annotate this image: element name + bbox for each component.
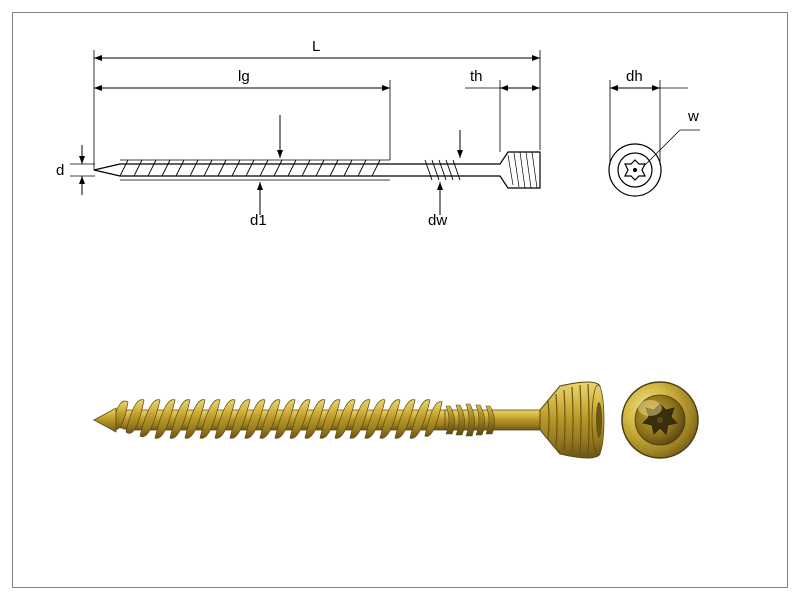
label-d: d [56, 162, 64, 179]
label-dw: dw [428, 212, 447, 229]
label-w: w [688, 108, 699, 125]
photo-screw-head-top [615, 370, 715, 470]
label-L: L [312, 38, 320, 55]
label-d1: d1 [250, 212, 267, 229]
label-lg: lg [238, 68, 250, 85]
label-th: th [470, 68, 483, 85]
technical-drawing [0, 0, 800, 280]
label-dh: dh [626, 68, 643, 85]
